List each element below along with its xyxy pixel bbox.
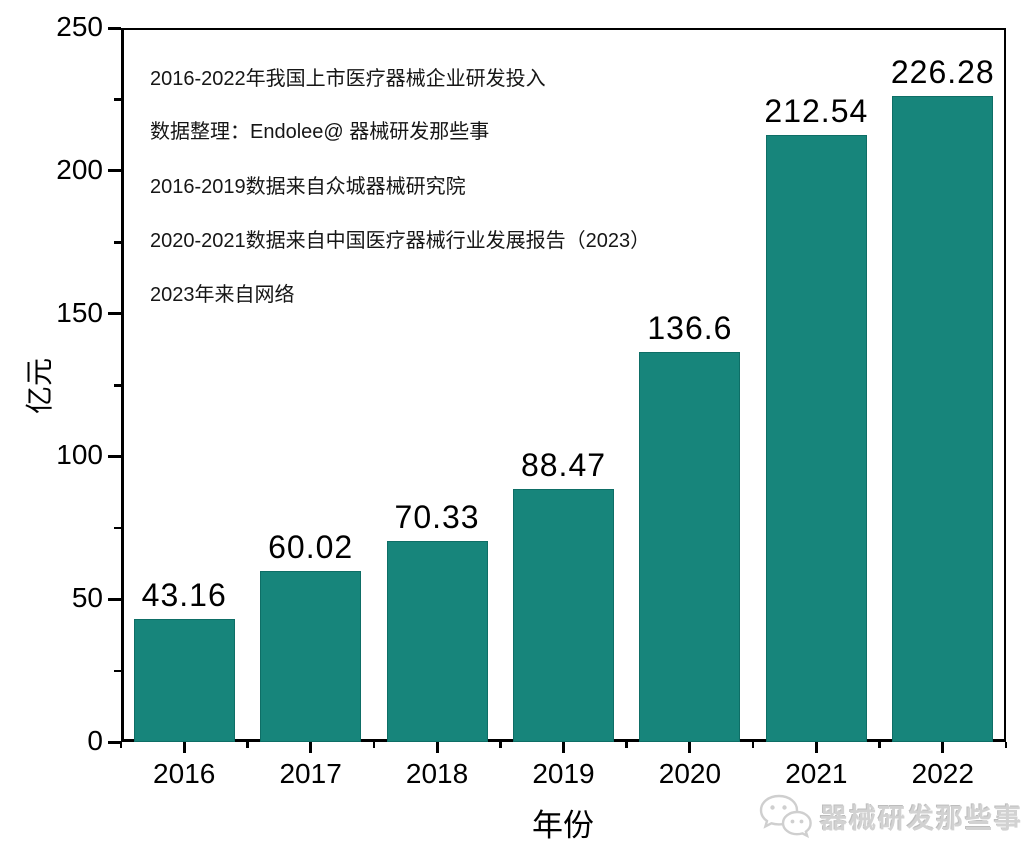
x-major-tick xyxy=(562,742,565,753)
bar-value-label: 88.47 xyxy=(520,447,607,484)
y-tick-label: 50 xyxy=(71,582,103,614)
y-minor-tick xyxy=(114,98,121,101)
bar-value-label: 43.16 xyxy=(141,576,227,613)
x-major-tick xyxy=(435,742,439,753)
x-tick-label: 2018 xyxy=(405,758,469,789)
y-tick-label: 150 xyxy=(56,296,103,328)
bar-2021 xyxy=(765,134,867,742)
x-major-tick xyxy=(814,742,818,753)
bar-value-label: 70.33 xyxy=(394,499,480,536)
bar-2022 xyxy=(892,95,994,742)
bar-value-label: 226.28 xyxy=(890,53,995,90)
y-tick-label: 250 xyxy=(56,11,103,42)
bar-2020 xyxy=(639,351,741,742)
y-minor-tick xyxy=(114,669,121,673)
x-minor-tick xyxy=(878,742,881,748)
x-tick-label: 2016 xyxy=(153,758,216,789)
x-major-tick xyxy=(688,742,692,753)
y-minor-tick xyxy=(114,241,121,244)
wechat-icon xyxy=(758,793,812,839)
y-major-tick xyxy=(108,169,121,173)
y-major-tick xyxy=(108,597,121,601)
y-tick-label: 200 xyxy=(56,153,103,185)
x-major-tick xyxy=(941,742,945,753)
annotation-title: 2016-2022年我国上市医疗器械企业研发投入 xyxy=(150,68,546,90)
x-minor-tick xyxy=(1004,742,1008,748)
x-major-tick xyxy=(309,742,313,753)
x-tick-label: 2022 xyxy=(911,758,974,789)
x-minor-tick xyxy=(499,742,502,748)
y-minor-tick xyxy=(114,526,121,530)
y-minor-tick xyxy=(114,384,121,387)
bar-2017 xyxy=(260,570,362,742)
x-major-tick xyxy=(182,742,186,753)
bar-2016 xyxy=(133,618,235,742)
x-minor-tick xyxy=(751,742,755,748)
y-major-tick xyxy=(108,312,121,316)
y-major-tick xyxy=(108,740,121,744)
bar-value-label: 60.02 xyxy=(268,528,354,565)
x-axis-title: 年份 xyxy=(532,808,594,843)
bar-2018 xyxy=(386,541,488,742)
y-tick-label: 100 xyxy=(56,439,103,471)
x-tick-label: 2020 xyxy=(658,758,722,789)
y-axis-title: 亿元 xyxy=(24,358,55,415)
annotation-source-1: 2016-2019数据来自众城器械研究院 xyxy=(150,176,466,198)
bar-2019 xyxy=(513,489,614,742)
annotation-source-2: 2020-2021数据来自中国医疗器械行业发展报告（2023） xyxy=(150,230,651,252)
y-major-tick xyxy=(108,26,121,30)
x-tick-label: 2017 xyxy=(279,758,342,789)
watermark-label: 器械研发那些事 xyxy=(820,803,1023,834)
x-minor-tick xyxy=(625,742,628,748)
bar-value-label: 136.6 xyxy=(647,309,733,346)
x-tick-label: 2019 xyxy=(532,758,595,789)
x-minor-tick xyxy=(246,742,249,748)
watermark: 器械研发那些事 xyxy=(758,793,1023,839)
y-tick-label: 0 xyxy=(87,725,103,756)
bar-value-label: 212.54 xyxy=(764,92,869,129)
x-minor-tick xyxy=(119,742,123,748)
x-minor-tick xyxy=(372,742,376,748)
annotation-source-3: 2023年来自网络 xyxy=(150,284,295,306)
x-tick-label: 2021 xyxy=(785,758,848,789)
y-major-tick xyxy=(108,454,121,458)
annotation-data-credit: 数据整理：Endolee@ 器械研发那些事 xyxy=(150,121,490,143)
